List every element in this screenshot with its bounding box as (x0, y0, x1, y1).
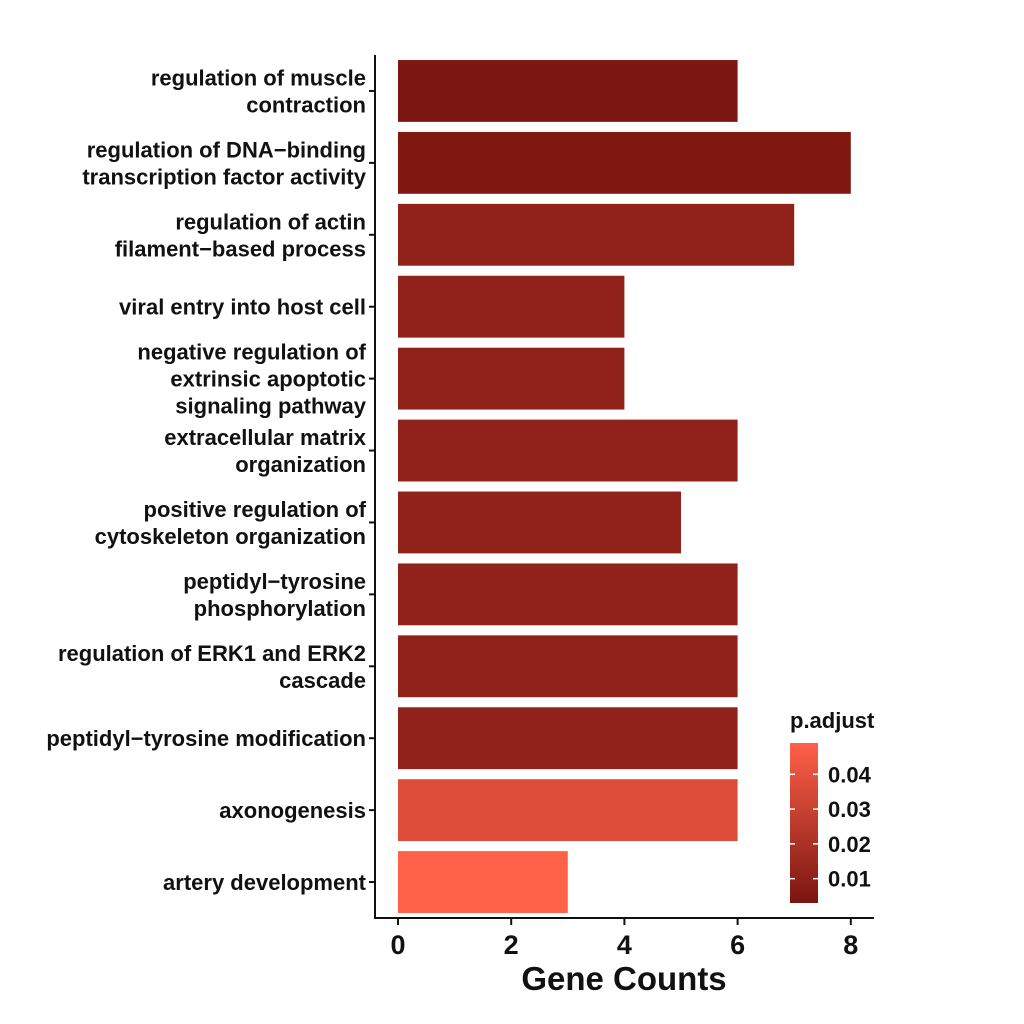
x-tick-label: 8 (843, 930, 858, 960)
category-label: viral entry into host cell (119, 295, 366, 320)
category-label: negative regulation of extrinsic apoptoti… (137, 340, 366, 419)
category-label: regulation of actin filament−based proces… (115, 209, 366, 261)
legend-ticks: 0.04 0.03 0.02 0.01 (790, 762, 872, 892)
x-tick-label: 4 (617, 930, 632, 960)
category-label: regulation of muscle contraction (151, 65, 366, 117)
bar (398, 635, 738, 698)
x-axis-title: Gene Counts (521, 960, 726, 997)
bar (398, 60, 738, 122)
category-label: axonogenesis (219, 798, 366, 823)
category-label: extracellular matrix organization (164, 425, 367, 477)
category-label: regulation of ERK1 and ERK2 cascade (58, 641, 366, 693)
bar (398, 131, 851, 194)
bar (398, 419, 738, 482)
bar (398, 707, 738, 770)
legend-tick-label: 0.02 (828, 832, 871, 857)
legend-tick-label: 0.01 (828, 867, 871, 892)
x-tick-label: 6 (730, 930, 745, 960)
legend-colorbar (790, 743, 818, 903)
category-label: regulation of DNA−binding transcription f… (82, 137, 366, 189)
x-tick-label: 2 (504, 930, 519, 960)
bar (398, 203, 795, 266)
category-label: artery development (163, 870, 367, 895)
category-label: positive regulation of cytoskeleton organ… (95, 497, 367, 549)
x-tick-label: 0 (390, 930, 405, 960)
bar (398, 779, 738, 842)
legend: p.adjust 0.04 0.03 0.02 0.01 (790, 708, 875, 903)
bar (398, 851, 568, 913)
category-label: peptidyl−tyrosine modification (46, 726, 366, 751)
category-label: peptidyl−tyrosine phosphorylation (183, 569, 366, 621)
category-labels: regulation of muscle contraction regulatio… (46, 65, 375, 895)
x-ticks: 0 2 4 6 8 (390, 918, 858, 960)
bar (398, 347, 625, 410)
legend-tick-label: 0.03 (828, 797, 871, 822)
bar (398, 275, 625, 338)
legend-tick-label: 0.04 (828, 762, 872, 787)
bar (398, 491, 681, 554)
legend-title: p.adjust (790, 708, 875, 733)
bars-group (398, 60, 851, 913)
bar (398, 563, 738, 626)
